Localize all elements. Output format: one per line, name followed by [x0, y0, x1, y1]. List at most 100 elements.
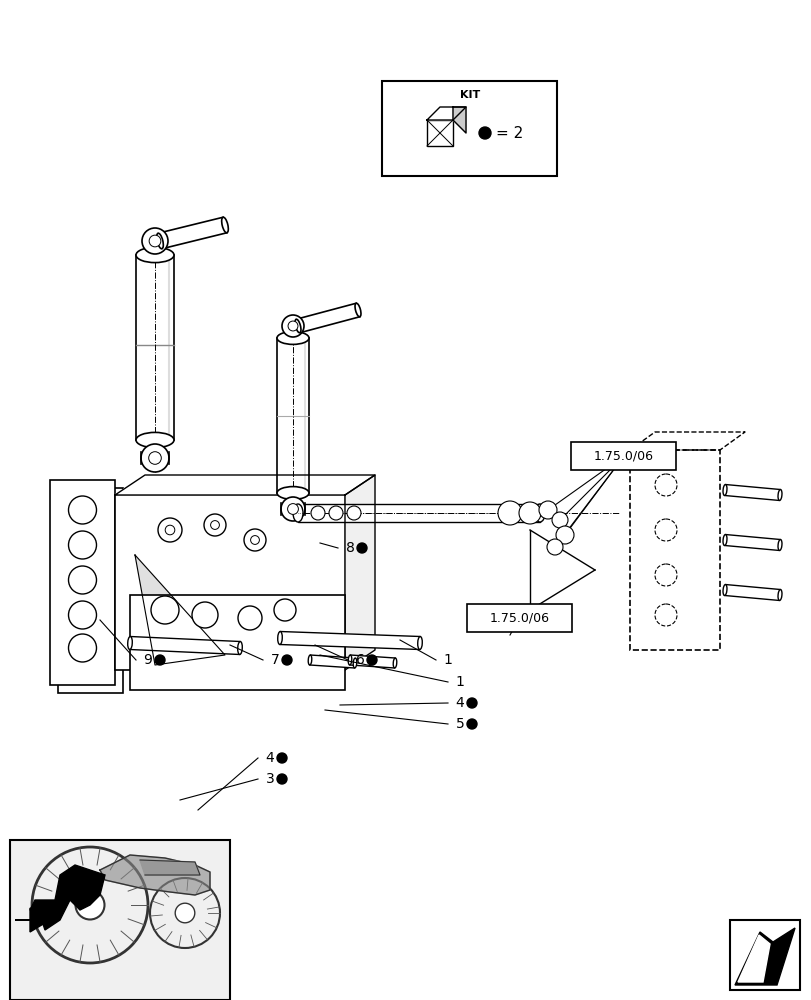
- Bar: [723, 535, 779, 550]
- Ellipse shape: [722, 535, 726, 545]
- Circle shape: [547, 539, 562, 555]
- Bar: [467, 604, 572, 632]
- Ellipse shape: [157, 233, 163, 249]
- Polygon shape: [427, 107, 466, 120]
- Bar: [135, 255, 174, 440]
- Bar: [130, 595, 345, 690]
- Ellipse shape: [534, 504, 544, 522]
- Polygon shape: [135, 555, 225, 665]
- Circle shape: [277, 774, 286, 784]
- Text: 1.75.0/06: 1.75.0/06: [489, 611, 549, 624]
- Text: KIT: KIT: [459, 90, 479, 100]
- Polygon shape: [139, 860, 200, 875]
- Bar: [158, 217, 226, 249]
- Text: 7: 7: [270, 653, 279, 667]
- Ellipse shape: [294, 319, 301, 333]
- Bar: [298, 504, 539, 522]
- Polygon shape: [734, 928, 794, 985]
- Polygon shape: [100, 855, 210, 895]
- Circle shape: [497, 501, 521, 525]
- Circle shape: [654, 519, 676, 541]
- Circle shape: [68, 566, 97, 594]
- Circle shape: [281, 655, 292, 665]
- Circle shape: [539, 501, 556, 519]
- Circle shape: [68, 601, 97, 629]
- Ellipse shape: [135, 247, 174, 263]
- Ellipse shape: [308, 655, 311, 665]
- Circle shape: [466, 719, 476, 729]
- Text: 1.75.0/06: 1.75.0/06: [594, 450, 653, 462]
- Polygon shape: [30, 865, 105, 930]
- Circle shape: [142, 228, 168, 254]
- Ellipse shape: [348, 655, 351, 665]
- Circle shape: [551, 512, 568, 528]
- Polygon shape: [453, 107, 466, 133]
- Circle shape: [311, 506, 324, 520]
- Bar: [58, 488, 122, 693]
- Circle shape: [238, 606, 262, 630]
- Polygon shape: [15, 908, 50, 932]
- Circle shape: [654, 564, 676, 586]
- Bar: [729, 920, 799, 990]
- Bar: [130, 637, 240, 654]
- Ellipse shape: [221, 217, 228, 233]
- Bar: [723, 585, 779, 600]
- Circle shape: [478, 127, 491, 139]
- Text: 4: 4: [455, 696, 464, 710]
- Circle shape: [281, 315, 303, 337]
- Polygon shape: [345, 475, 375, 670]
- Circle shape: [357, 543, 367, 553]
- Circle shape: [149, 235, 161, 247]
- Circle shape: [68, 634, 97, 662]
- Ellipse shape: [238, 642, 242, 654]
- Bar: [277, 338, 309, 493]
- Circle shape: [191, 602, 217, 628]
- Ellipse shape: [417, 637, 422, 649]
- Bar: [350, 655, 395, 668]
- Bar: [571, 442, 676, 470]
- Text: 3: 3: [265, 772, 274, 786]
- Text: = 2: = 2: [496, 125, 522, 140]
- Circle shape: [141, 444, 169, 472]
- Ellipse shape: [277, 332, 309, 344]
- Circle shape: [155, 655, 165, 665]
- Bar: [723, 485, 779, 500]
- Circle shape: [518, 502, 540, 524]
- Circle shape: [654, 604, 676, 626]
- Circle shape: [175, 903, 195, 923]
- Circle shape: [328, 506, 342, 520]
- Circle shape: [210, 521, 219, 529]
- Text: 8: 8: [345, 541, 354, 555]
- Circle shape: [68, 531, 97, 559]
- Ellipse shape: [777, 540, 781, 550]
- Circle shape: [281, 497, 305, 521]
- Ellipse shape: [777, 490, 781, 500]
- Circle shape: [273, 599, 296, 621]
- Circle shape: [288, 321, 298, 331]
- Bar: [629, 450, 719, 650]
- Ellipse shape: [127, 637, 132, 649]
- Text: 9: 9: [144, 653, 152, 667]
- Circle shape: [68, 496, 97, 524]
- Circle shape: [287, 504, 298, 514]
- Ellipse shape: [293, 504, 303, 522]
- Circle shape: [277, 753, 286, 763]
- Polygon shape: [115, 475, 375, 495]
- Ellipse shape: [722, 585, 726, 595]
- Circle shape: [148, 452, 161, 464]
- Text: 4: 4: [265, 751, 274, 765]
- Ellipse shape: [135, 432, 174, 448]
- Bar: [309, 655, 355, 668]
- Ellipse shape: [354, 303, 361, 317]
- Circle shape: [654, 474, 676, 496]
- Circle shape: [556, 526, 573, 544]
- Circle shape: [204, 514, 225, 536]
- Ellipse shape: [353, 658, 356, 668]
- Ellipse shape: [722, 485, 726, 495]
- Polygon shape: [629, 432, 744, 450]
- Circle shape: [151, 596, 178, 624]
- Bar: [10, 840, 230, 1000]
- Circle shape: [367, 655, 376, 665]
- Circle shape: [346, 506, 361, 520]
- Bar: [427, 120, 453, 146]
